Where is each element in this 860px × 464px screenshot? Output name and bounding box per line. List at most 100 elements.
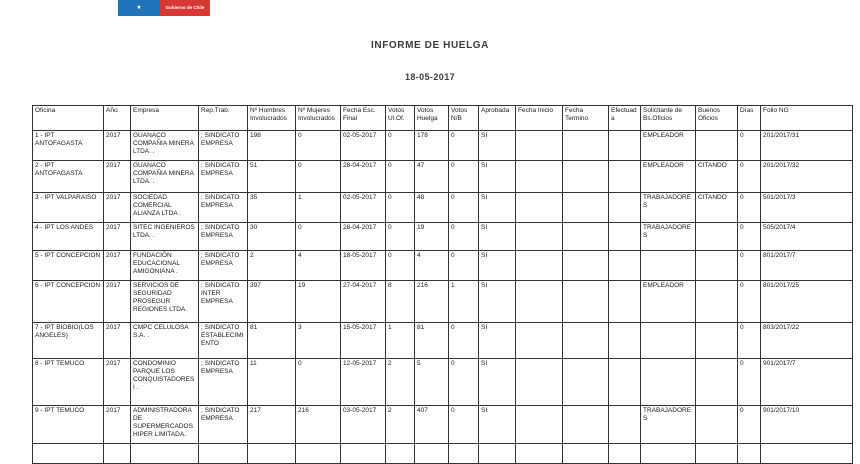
chile-flag-blue-block: ★ <box>118 0 160 16</box>
table-cell: ; SINDICATO EMPRESA <box>198 130 248 161</box>
table-cell: 0 <box>737 192 761 223</box>
table-cell: FUNDACIÓN EDUCACIONAL AMIGONIANA . <box>130 250 199 281</box>
table-cell: 0 <box>295 160 341 193</box>
table-cell: ; SINDICATO EMPRESA <box>198 250 248 281</box>
table-cell: 2 - IPT ANTOFAGASTA <box>32 160 104 193</box>
table-cell: ; SINDICATO INTER EMPRESA <box>198 280 248 323</box>
table-cell <box>340 443 386 464</box>
table-cell: TRABAJADORES <box>640 222 696 251</box>
table-cell: 4 - IPT LOS ANDES <box>32 222 104 251</box>
table-cell: 0 <box>737 405 761 444</box>
table-cell: 0 <box>737 280 761 323</box>
table-cell: 15-05-2017 <box>340 322 386 359</box>
table-cell: 2017 <box>103 322 131 359</box>
table-cell: 0 <box>448 192 479 223</box>
table-cell: 3 - IPT VALPARAISO <box>32 192 104 223</box>
table-row-partial <box>32 443 853 464</box>
table-cell: 81 <box>414 322 449 359</box>
table-cell: 0 <box>737 130 761 161</box>
column-header: Fecha Termino <box>562 105 609 131</box>
table-cell <box>515 358 563 406</box>
table-cell: 0 <box>295 358 341 406</box>
table-cell <box>695 250 738 281</box>
table-cell: 201/2017/32 <box>760 160 853 193</box>
table-cell: SI <box>478 322 516 359</box>
table-cell: 397 <box>247 280 296 323</box>
table-cell <box>515 222 563 251</box>
logo-text: Gobierno de Chile <box>165 4 205 10</box>
table-cell <box>562 358 609 406</box>
table-cell: ; SINDICATO EMPRESA <box>198 192 248 223</box>
table-cell: 81 <box>247 322 296 359</box>
strike-report-table: Oficina Año Empresa Rep.Trab. Nº Hombres Inv… <box>32 105 853 464</box>
table-cell: 1 <box>385 322 415 359</box>
table-cell <box>562 160 609 193</box>
table-row: 1 - IPT ANTOFAGASTA 2017 GUANACO COMPAÑIA … <box>32 130 853 161</box>
table-cell: 0 <box>737 160 761 193</box>
table-cell: 0 <box>448 322 479 359</box>
table-cell: 11 <box>247 358 296 406</box>
table-cell: 2017 <box>103 192 131 223</box>
table-cell: SI <box>478 280 516 323</box>
table-cell: 8 <box>385 280 415 323</box>
table-cell: 1 <box>295 192 341 223</box>
table-cell <box>562 130 609 161</box>
table-cell <box>515 160 563 193</box>
table-cell: SITEC INGENIEROS LTDA. . <box>130 222 199 251</box>
table-cell: SI <box>478 130 516 161</box>
table-cell <box>640 358 696 406</box>
table-row: 6 - IPT CONCEPCION 2017 SERVICIOS DE SEGUR… <box>32 280 853 323</box>
report-title: INFORME DE HUELGA <box>371 40 489 51</box>
table-cell: 28-04-2017 <box>340 160 386 193</box>
table-cell: 0 <box>385 130 415 161</box>
table-cell <box>695 358 738 406</box>
table-cell <box>448 443 479 464</box>
table-cell: 0 <box>448 358 479 406</box>
table-cell <box>608 160 641 193</box>
column-header: Votos Ul.Of. <box>385 105 415 131</box>
star-icon: ★ <box>136 5 142 11</box>
table-cell: 3 <box>295 322 341 359</box>
table-cell: 47 <box>414 160 449 193</box>
table-cell: 1 <box>448 280 479 323</box>
table-cell: ; SINDICATO ESTABLECIMIENTO <box>198 322 248 359</box>
table-row: 3 - IPT VALPARAISO 2017 SOCIEDAD COMERCIAL… <box>32 192 853 223</box>
table-cell: 0 <box>737 222 761 251</box>
table-cell <box>608 405 641 444</box>
table-cell <box>32 443 104 464</box>
table-cell: 48 <box>414 192 449 223</box>
table-cell <box>103 443 131 464</box>
table-cell <box>478 443 516 464</box>
table-cell <box>515 443 563 464</box>
table-cell: 0 <box>448 250 479 281</box>
table-cell <box>562 405 609 444</box>
table-cell: 02-05-2017 <box>340 130 386 161</box>
table-cell: SI <box>478 222 516 251</box>
table-cell: 0 <box>295 222 341 251</box>
table-cell: EMPLEADOR <box>640 280 696 323</box>
table-cell: 2017 <box>103 130 131 161</box>
gobierno-de-chile-logo: ★ Gobierno de Chile <box>118 0 210 16</box>
table-cell <box>198 443 248 464</box>
table-cell <box>608 130 641 161</box>
table-cell: GUANACO COMPAÑIA MINERA LTDA. . <box>130 160 199 193</box>
table-cell: 2017 <box>103 250 131 281</box>
table-cell: SI <box>478 160 516 193</box>
table-cell: ADMINISTRADORA DE SUPERMERCADOS HIPER LI… <box>130 405 199 444</box>
column-header: Rep.Trab. <box>198 105 248 131</box>
table-cell: 2017 <box>103 222 131 251</box>
table-cell: 501/2017/3 <box>760 192 853 223</box>
table-cell: 2017 <box>103 280 131 323</box>
table-cell <box>515 280 563 323</box>
table-cell <box>608 280 641 323</box>
table-cell: 0 <box>737 250 761 281</box>
table-cell <box>737 443 761 464</box>
table-cell: 9 - IPT TEMUCO <box>32 405 104 444</box>
table-cell: 27-04-2017 <box>340 280 386 323</box>
table-cell: 216 <box>414 280 449 323</box>
table-cell <box>130 443 199 464</box>
table-cell <box>515 130 563 161</box>
column-header: Aprobada <box>478 105 516 131</box>
column-header: Buenos Oficios <box>695 105 738 131</box>
table-cell <box>562 250 609 281</box>
